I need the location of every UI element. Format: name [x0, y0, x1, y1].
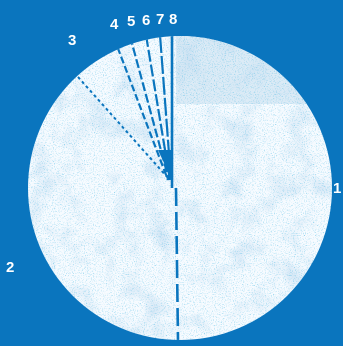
label-4: 4	[110, 16, 119, 33]
label-7: 7	[156, 11, 165, 28]
label-8: 8	[169, 11, 178, 28]
fan-wedge	[158, 150, 172, 180]
vertical-line-dashed	[174, 187, 180, 340]
fan-line-3	[69, 67, 169, 179]
label-1: 1	[333, 180, 342, 197]
label-3: 3	[68, 32, 77, 49]
label-2: 2	[6, 259, 15, 276]
label-5: 5	[127, 13, 136, 30]
field-grain	[28, 36, 332, 340]
fan-line-4	[112, 37, 170, 181]
label-6: 6	[142, 12, 151, 29]
